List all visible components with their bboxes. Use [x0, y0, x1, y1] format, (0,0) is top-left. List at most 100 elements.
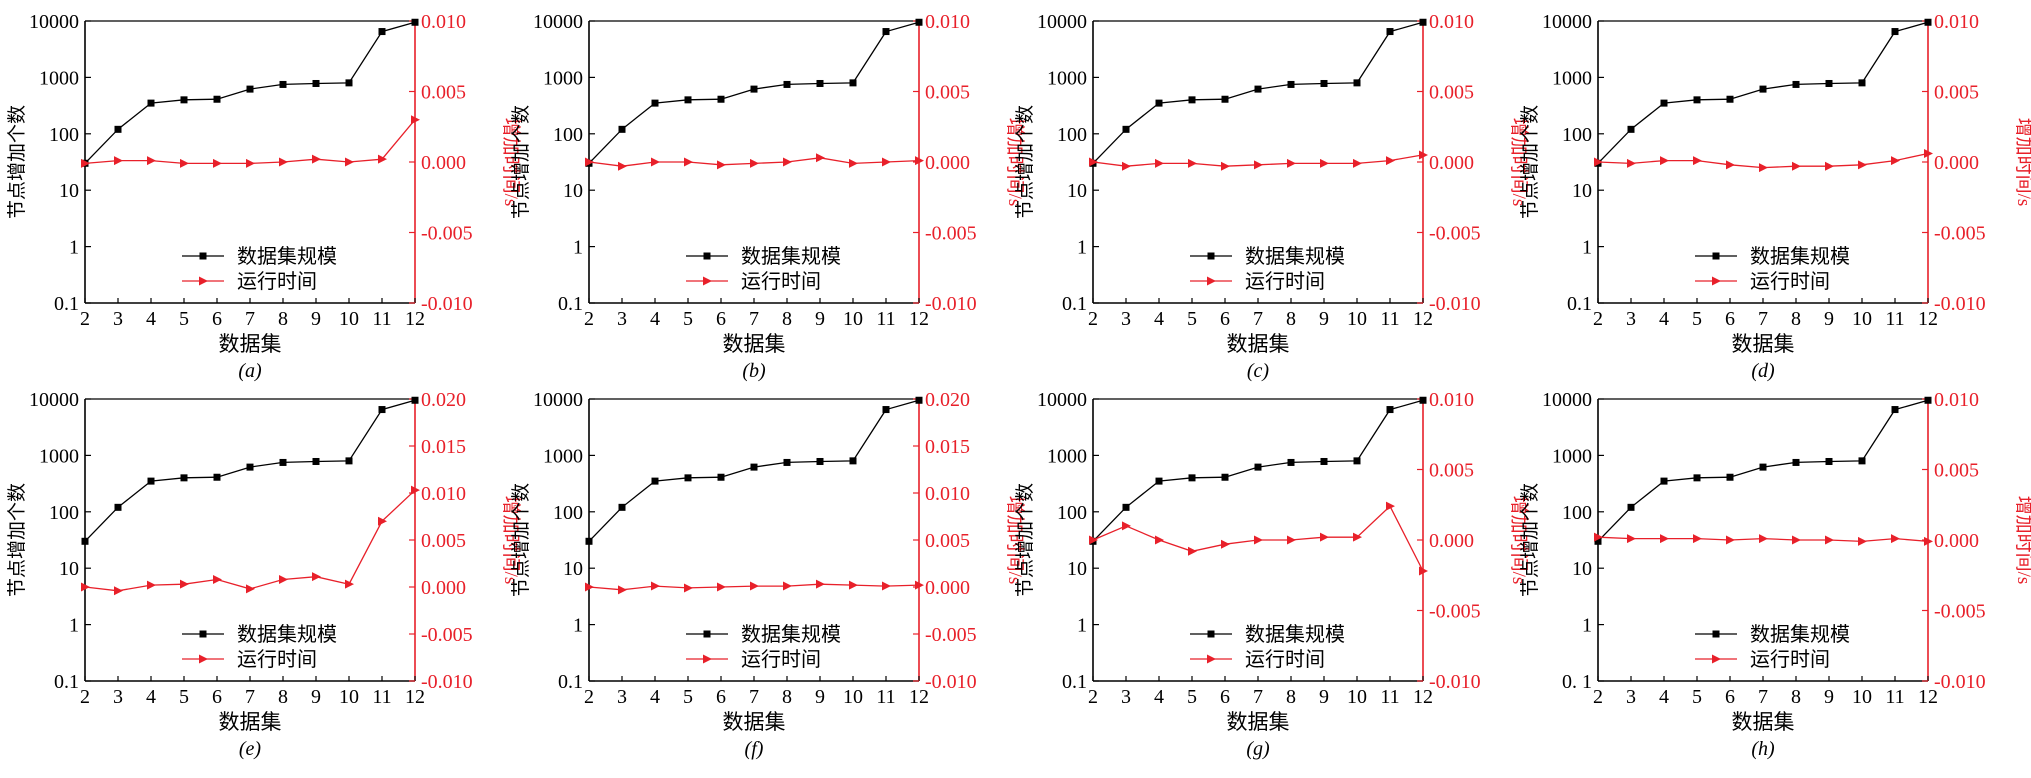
- data-point: [750, 85, 758, 93]
- data-point: [1792, 535, 1801, 545]
- data-point: [1627, 158, 1636, 168]
- data-point: [1155, 99, 1163, 107]
- data-point: [1759, 463, 1767, 471]
- data-point: [1353, 532, 1362, 542]
- data-point: [1594, 532, 1603, 542]
- data-point: [1792, 80, 1800, 88]
- left-y-tick-label: 0.1: [1567, 293, 1592, 315]
- data-point: [1419, 566, 1428, 576]
- data-point: [1825, 79, 1833, 87]
- data-point: [1287, 158, 1296, 168]
- data-point: [378, 154, 387, 164]
- data-point: [915, 18, 923, 26]
- data-point: [1858, 457, 1866, 465]
- x-tick-label: 4: [1154, 308, 1164, 330]
- data-point: [849, 457, 857, 465]
- x-axis-label: 数据集: [723, 710, 786, 734]
- right-y-tick-label: -0.005: [421, 223, 473, 245]
- series-line: [588, 21, 920, 164]
- left-y-tick-label: 0.1: [1062, 671, 1087, 693]
- left-y-tick-label: 10: [1067, 558, 1087, 580]
- legend-marker: [1712, 252, 1720, 260]
- right-y-axis-label: 增加时间/s: [1004, 118, 1026, 207]
- data-point: [1660, 534, 1669, 544]
- left-y-tick-label: 100: [553, 124, 583, 146]
- right-y-tick-label: -0.010: [421, 671, 473, 693]
- legend-label: 运行时间: [741, 648, 821, 671]
- data-point: [378, 28, 386, 36]
- series-line: [1597, 399, 1929, 542]
- data-point: [1287, 458, 1295, 466]
- data-point: [750, 158, 759, 168]
- data-point: [1693, 534, 1702, 544]
- x-tick-label: 5: [1692, 308, 1702, 330]
- x-tick-label: 8: [1286, 686, 1296, 708]
- data-point: [1353, 457, 1361, 465]
- series-line: [84, 119, 416, 165]
- left-y-tick-label: 10: [563, 558, 583, 580]
- x-tick-label: 8: [782, 686, 792, 708]
- left-y-tick-label: 1000: [543, 67, 583, 89]
- data-point: [849, 580, 858, 590]
- right-y-tick-label: -0.010: [1429, 671, 1481, 693]
- x-tick-label: 6: [716, 308, 726, 330]
- data-point: [684, 157, 693, 167]
- x-tick-label: 11: [1885, 308, 1904, 330]
- data-point: [411, 485, 420, 495]
- panel-label: (c): [1247, 360, 1270, 382]
- data-point: [651, 99, 659, 107]
- x-tick-label: 10: [843, 686, 863, 708]
- data-point: [246, 158, 255, 168]
- x-tick-label: 2: [80, 686, 90, 708]
- data-point: [1221, 539, 1230, 549]
- x-tick-label: 6: [1725, 308, 1735, 330]
- data-point: [1660, 156, 1669, 166]
- left-y-tick-label: 1000: [39, 445, 79, 467]
- left-y-tick-label: 0.1: [1062, 293, 1087, 315]
- x-tick-label: 9: [311, 686, 321, 708]
- legend-marker: [703, 630, 711, 638]
- data-point: [1627, 534, 1636, 544]
- x-tick-label: 2: [80, 308, 90, 330]
- left-y-tick-label: 10000: [533, 11, 583, 33]
- data-point: [1759, 534, 1768, 544]
- x-tick-label: 11: [876, 686, 895, 708]
- right-y-tick-label: 0.000: [421, 152, 466, 174]
- data-point: [1594, 157, 1603, 167]
- left-y-tick-label: 10000: [1542, 11, 1592, 33]
- data-point: [1320, 457, 1328, 465]
- legend-marker: [1207, 276, 1216, 286]
- right-y-axis-label: 增加时间/s: [500, 496, 522, 585]
- data-point: [1594, 537, 1602, 545]
- right-y-tick-label: -0.005: [925, 223, 977, 245]
- x-tick-label: 5: [1692, 686, 1702, 708]
- x-tick-label: 2: [584, 686, 594, 708]
- data-point: [1122, 503, 1130, 511]
- left-y-tick-label: 10: [59, 558, 79, 580]
- x-tick-label: 2: [1088, 308, 1098, 330]
- left-y-axis-label: 节点增加个数: [510, 105, 532, 219]
- data-point: [378, 406, 386, 414]
- data-point: [1858, 536, 1867, 546]
- data-point: [1825, 457, 1833, 465]
- left-y-axis-label: 节点增加个数: [6, 105, 28, 219]
- left-y-tick-label: 100: [1562, 124, 1592, 146]
- data-point: [684, 583, 693, 593]
- x-tick-label: 5: [179, 308, 189, 330]
- legend-marker: [1207, 654, 1216, 664]
- data-point: [345, 157, 354, 167]
- x-tick-label: 4: [650, 308, 660, 330]
- legend-label: 运行时间: [1750, 270, 1830, 293]
- data-point: [1254, 160, 1263, 170]
- x-tick-label: 7: [749, 686, 759, 708]
- x-tick-label: 12: [1413, 308, 1433, 330]
- x-tick-label: 12: [909, 308, 929, 330]
- legend-label: 运行时间: [237, 648, 317, 671]
- x-tick-label: 3: [1626, 308, 1636, 330]
- data-point: [651, 157, 660, 167]
- left-y-tick-label: 100: [1057, 502, 1087, 524]
- x-tick-label: 2: [1593, 308, 1603, 330]
- left-y-tick-label: 10: [563, 180, 583, 202]
- data-point: [1726, 95, 1734, 103]
- right-y-tick-label: 0.010: [1429, 11, 1474, 33]
